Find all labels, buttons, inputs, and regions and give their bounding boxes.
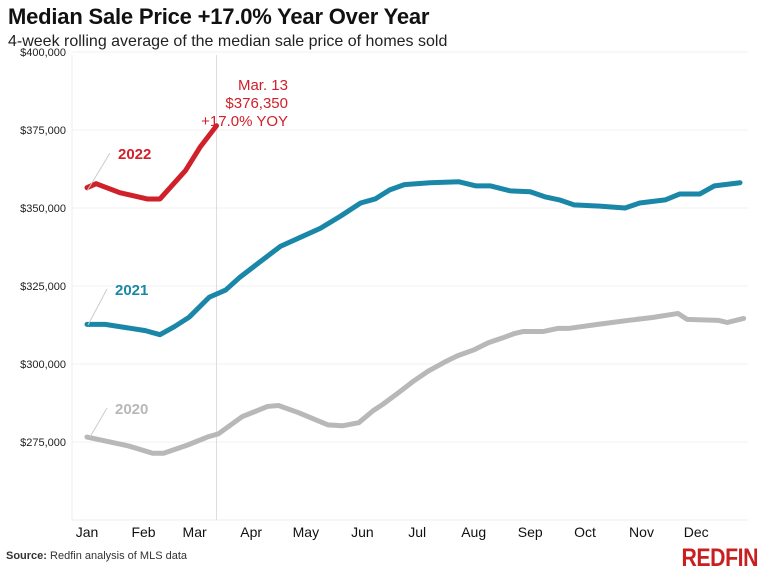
annotation-value: $376,350 — [225, 95, 288, 112]
x-tick-label: Oct — [574, 524, 596, 540]
x-tick-label: Jul — [408, 524, 426, 540]
source-text: Redfin analysis of MLS data — [50, 550, 187, 562]
x-tick-label: Jan — [76, 524, 99, 540]
chart-subtitle: 4-week rolling average of the median sal… — [8, 33, 448, 50]
y-tick-label: $350,000 — [20, 203, 66, 215]
annotation-date: Mar. 13 — [238, 77, 288, 94]
series-label-2021: 2021 — [115, 282, 148, 299]
y-tick-label: $275,000 — [20, 437, 66, 449]
chart-title: Median Sale Price +17.0% Year Over Year — [8, 4, 430, 29]
y-tick-label: $400,000 — [20, 47, 66, 59]
source-label: Source: — [6, 550, 47, 562]
x-tick-label: Dec — [684, 524, 709, 540]
x-tick-label: Aug — [461, 524, 486, 540]
annotation-change: +17.0% YOY — [201, 113, 288, 130]
x-tick-label: May — [293, 524, 319, 540]
series-label-2020: 2020 — [115, 401, 148, 418]
x-tick-label: Feb — [131, 524, 155, 540]
x-tick-label: Sep — [518, 524, 543, 540]
series-label-leader — [86, 152, 111, 192]
x-tick-label: Apr — [240, 524, 262, 540]
y-tick-label: $325,000 — [20, 281, 66, 293]
series-label-2022: 2022 — [118, 146, 151, 163]
x-tick-label: Nov — [629, 524, 654, 540]
x-tick-label: Mar — [183, 524, 207, 540]
x-tick-label: Jun — [351, 524, 374, 540]
series-line-2021 — [84, 179, 743, 338]
redfin-logo: REDFIN — [681, 544, 758, 572]
y-tick-label: $375,000 — [20, 125, 66, 137]
y-tick-label: $300,000 — [20, 359, 66, 371]
series-label-leader — [89, 407, 108, 438]
series-line-2022 — [84, 123, 220, 202]
series-line-2020 — [84, 310, 747, 456]
series-label-leader — [87, 288, 108, 326]
source-note: Source: Redfin analysis of MLS data — [6, 550, 187, 562]
